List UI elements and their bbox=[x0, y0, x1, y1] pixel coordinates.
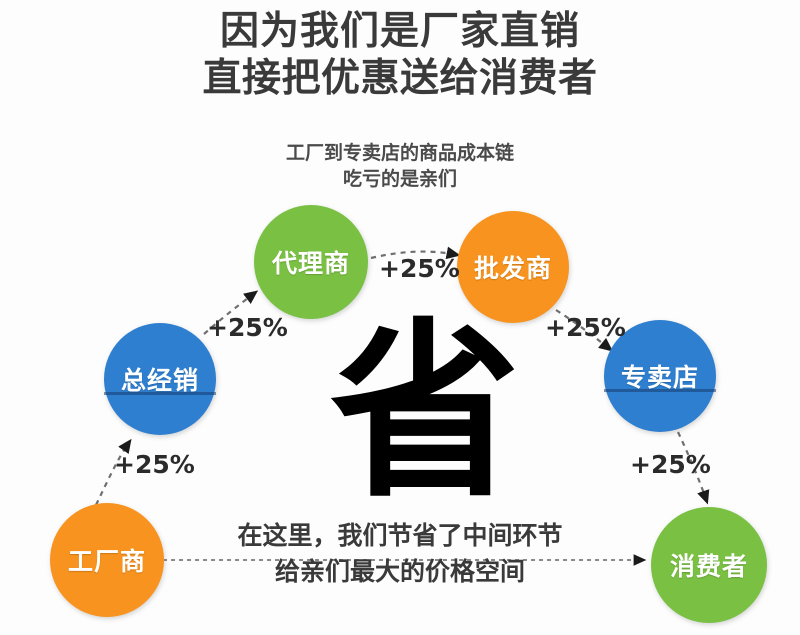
headline-line-1: 因为我们是厂家直销 bbox=[219, 9, 580, 54]
bottom-message-line-2: 给亲们最大的价格空间 bbox=[274, 557, 525, 586]
node-factory[interactable]: 工厂商 bbox=[50, 503, 164, 617]
node-agent-label: 代理商 bbox=[271, 249, 350, 278]
subtitle-line-2: 吃亏的是亲们 bbox=[342, 168, 457, 190]
node-general-distributor[interactable]: 总经销 bbox=[104, 323, 216, 435]
percent-label-agent-to-wholesale: +25% bbox=[379, 254, 460, 283]
node-general-distributor-label: 总经销 bbox=[120, 366, 199, 395]
node-specialty-store-label: 专卖店 bbox=[620, 363, 699, 392]
node-consumer-label: 消费者 bbox=[669, 552, 748, 581]
page-title: 因为我们是厂家直销 直接把优惠送给消费者 bbox=[0, 8, 800, 102]
subtitle: 工厂到专卖店的商品成本链 吃亏的是亲们 bbox=[0, 140, 800, 192]
bottom-message: 在这里，我们节省了中间环节 给亲们最大的价格空间 bbox=[180, 518, 620, 590]
bottom-message-line-1: 在这里，我们节省了中间环节 bbox=[237, 521, 563, 550]
headline-line-2: 直接把优惠送给消费者 bbox=[202, 56, 598, 101]
node-agent[interactable]: 代理商 bbox=[254, 205, 368, 319]
percent-label-factory-to-general: +25% bbox=[114, 450, 195, 479]
node-wholesale[interactable]: 批发商 bbox=[457, 211, 569, 323]
percent-label-general-to-agent: +25% bbox=[207, 313, 288, 342]
node-factory-label: 工厂商 bbox=[67, 547, 146, 576]
node-consumer[interactable]: 消费者 bbox=[651, 507, 767, 623]
percent-label-store-to-consumer: +25% bbox=[630, 450, 711, 479]
node-specialty-store[interactable]: 专卖店 bbox=[604, 320, 716, 432]
node-wholesale-label: 批发商 bbox=[473, 254, 552, 283]
subtitle-line-1: 工厂到专卖店的商品成本链 bbox=[285, 142, 514, 164]
savings-glyph: 省 bbox=[330, 302, 521, 523]
percent-label-wholesale-to-store: +25% bbox=[545, 313, 626, 342]
